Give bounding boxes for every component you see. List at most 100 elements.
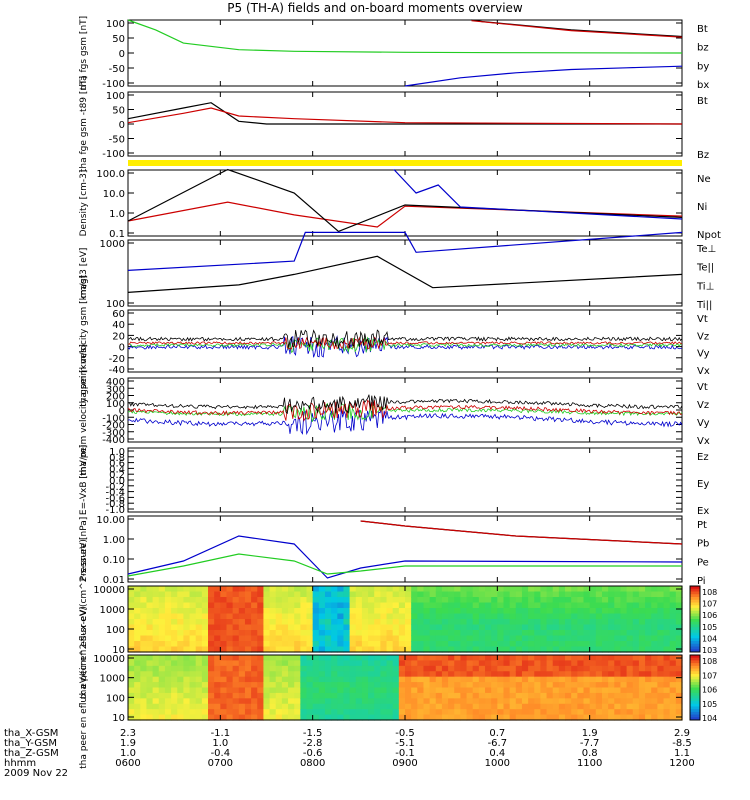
- y-tick-label: 0.2: [109, 470, 125, 481]
- y-axis-label: tha peim velocity gsm [km/s]: [79, 344, 89, 476]
- legend-entry: Te⊥: [696, 244, 716, 255]
- legend-entry: Vt: [697, 314, 708, 325]
- y-tick-label: 100: [106, 299, 125, 310]
- y-tick-label: -50: [109, 64, 125, 75]
- y-tick-label: 0: [119, 343, 125, 354]
- y-tick-label: 1000: [100, 605, 125, 616]
- y-tick-label: 0.6: [109, 459, 125, 470]
- legend-entry: Ey: [697, 479, 709, 490]
- yellow-quality-bar: [128, 160, 682, 166]
- y-tick-label: 1.0: [109, 209, 125, 220]
- y-tick-label: -400: [102, 435, 125, 446]
- legend-entry: Vy: [697, 418, 710, 429]
- y-tick-label: 10.0: [103, 189, 125, 200]
- ephemeris-value: -2.8: [303, 738, 323, 749]
- ephemeris-value: -0.5: [395, 728, 415, 739]
- ephemeris-value: -0.4: [211, 748, 231, 759]
- y-tick-label: 200: [106, 392, 125, 403]
- y-tick-label: 50: [112, 106, 125, 117]
- y-tick-label: 40: [112, 320, 125, 331]
- panel-electron_spectrogram: 10000 1000 100 10 tha peer en eflux eV/(cm^2…: [79, 606, 717, 769]
- y-tick-label: 0.10: [103, 555, 125, 566]
- legend-entry: Pe: [697, 557, 709, 568]
- series-line-vx: [127, 335, 683, 358]
- panel-ion_spectrogram: 10000 1000 100 10 tha peir en eflux eV/(cm^2…: [79, 539, 717, 699]
- y-tick-label: 100: [106, 625, 125, 636]
- panel-pressure: 10.00 1.00 0.10 0.01 Pressure [nPa] Pt Pb Pe Pi: [79, 515, 709, 587]
- series-line-vt: [127, 394, 683, 415]
- series-line-bz: [471, 20, 683, 38]
- ephemeris-label: tha_Y-GSM: [4, 738, 57, 749]
- legend-entry: Ez: [697, 452, 709, 463]
- series-line-bx: [404, 65, 683, 87]
- ephemeris-value: 0900: [392, 758, 417, 769]
- panel-frame: [127, 377, 683, 443]
- legend-entry: Vy: [697, 349, 710, 360]
- y-axis-label: Pressure [nPa]: [79, 517, 89, 582]
- ephemeris-value: 1.1: [674, 748, 690, 759]
- legend-entry: Vt: [697, 382, 708, 393]
- legend-entry: bz: [697, 43, 709, 54]
- y-tick-label: -300: [102, 428, 125, 439]
- series-line-ni: [127, 168, 683, 233]
- ephemeris-value: 1200: [669, 758, 694, 769]
- y-tick-label: 0.01: [103, 575, 125, 586]
- y-tick-label: 1000: [100, 674, 125, 685]
- date-label: 2009 Nov 22: [4, 768, 68, 779]
- panel-frame: [127, 309, 683, 373]
- y-tick-label: -0.6: [105, 493, 125, 504]
- legend-entry: Npot: [697, 230, 721, 241]
- y-tick-label: 0.1: [109, 229, 125, 240]
- ephemeris-value: 2.9: [674, 728, 690, 739]
- colorbar-label: 108: [702, 657, 717, 666]
- series-line-pe: [127, 553, 682, 577]
- series-line-bz: [127, 107, 683, 125]
- legend-entry: bx: [697, 80, 709, 91]
- y-axis-label: tha peim velocity gsm [km/s]: [79, 275, 89, 407]
- colorbar-label: 105: [702, 700, 717, 709]
- y-tick-label: -100: [102, 149, 125, 160]
- colorbar-label: 106: [702, 686, 717, 695]
- legend-entry: Ti⊥: [696, 281, 714, 292]
- legend-entry: Ni: [697, 202, 707, 213]
- panel-temperature: 1000 100 magt3 [eV] Te⊥ Te|| Ti⊥ Ti||: [79, 231, 716, 311]
- y-tick-label: 0.8: [109, 453, 125, 464]
- ephemeris-value: -7.7: [580, 738, 600, 749]
- y-tick-label: 0: [119, 406, 125, 417]
- y-tick-label: -40: [109, 365, 125, 376]
- colorbar-label: 107: [702, 600, 717, 609]
- legend-entry: Bt: [697, 96, 708, 107]
- legend-entry: Ti||: [696, 300, 712, 311]
- panel-density: 100.0 10.0 1.0 0.1 Density [cm-3] Ne Ni Npot: [79, 168, 721, 241]
- legend-entry: Bt: [697, 24, 708, 35]
- colorbar-label: 107: [702, 671, 717, 680]
- y-tick-label: 0: [119, 49, 125, 60]
- y-axis-label: tha peer en eflux eV/(cm^2-s-sr-eV): [79, 606, 89, 769]
- series-line-pb: [360, 520, 683, 545]
- series-line-bt: [471, 19, 683, 38]
- colorbar-label: 104: [702, 714, 717, 723]
- panel-frame: [127, 239, 683, 307]
- colorbar-label: 106: [702, 611, 717, 620]
- colorbar-label: 108: [702, 588, 717, 597]
- y-tick-label: 100: [106, 693, 125, 704]
- series-line-npot: [393, 169, 683, 220]
- colorbar-label: 104: [702, 634, 717, 643]
- ephemeris-value: -8.5: [672, 738, 692, 749]
- ephemeris-value: 1.0: [120, 748, 136, 759]
- ephemeris-value: 1000: [485, 758, 510, 769]
- y-tick-label: -20: [109, 354, 125, 365]
- series-line-vz: [127, 399, 683, 422]
- ephemeris-value: 2.3: [120, 728, 136, 739]
- ephemeris-value: 1.9: [120, 738, 136, 749]
- y-tick-label: -200: [102, 421, 125, 432]
- legend-entry: Pb: [697, 539, 709, 550]
- ephemeris-value: 0.8: [582, 748, 598, 759]
- ephemeris-value: -1.5: [303, 728, 323, 739]
- y-tick-label: 50: [112, 34, 125, 45]
- legend-entry: Vz: [697, 331, 709, 342]
- y-tick-label: -0.4: [105, 488, 125, 499]
- y-tick-label: -100: [102, 413, 125, 424]
